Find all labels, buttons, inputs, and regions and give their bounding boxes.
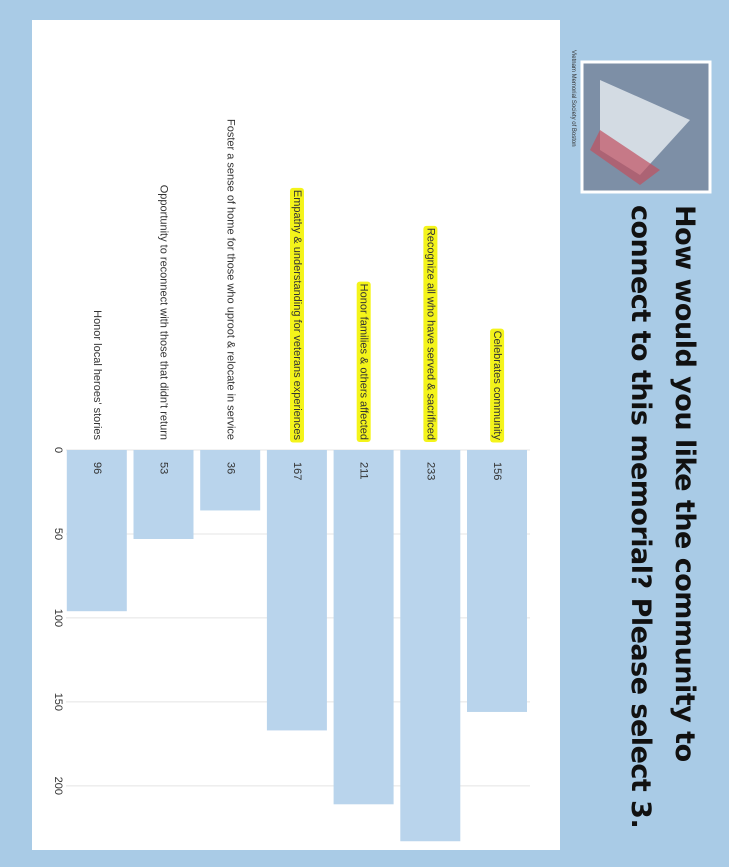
- bar: [133, 450, 194, 539]
- bar: [200, 450, 261, 511]
- category-label: Honor local heroes' stories: [91, 310, 103, 440]
- category-label: Honor families & others affected: [358, 284, 370, 440]
- category-label: Celebrates community: [491, 331, 503, 441]
- x-tick-label: 50: [52, 528, 64, 540]
- category-label-group: Honor families & others affected: [356, 281, 371, 443]
- bar: [266, 450, 327, 731]
- bar: [66, 450, 127, 612]
- category-label-group: Empathy & understanding for veterans exp…: [289, 187, 304, 443]
- x-tick-label: 100: [52, 609, 64, 627]
- bar: [333, 450, 394, 805]
- category-label-group: Recognize all who have served & sacrific…: [423, 225, 438, 442]
- value-label: 96: [91, 462, 103, 474]
- category-label-group: Honor local heroes' stories: [91, 310, 103, 440]
- value-label: 53: [158, 462, 170, 474]
- x-tick-label: 0: [52, 447, 64, 453]
- value-label: 36: [224, 462, 236, 474]
- org-name: Vietnam Memorial Society of Boston: [570, 50, 576, 147]
- highlight: [289, 187, 304, 443]
- category-label-group: Celebrates community: [490, 328, 505, 443]
- category-label-group: Opportunity to reconnect with those that…: [158, 185, 170, 440]
- highlight: [423, 225, 438, 442]
- x-tick-label: 200: [52, 777, 64, 795]
- category-label: Recognize all who have served & sacrific…: [424, 228, 436, 440]
- value-label: 211: [358, 462, 370, 480]
- bar: [467, 450, 527, 712]
- value-label: 233: [424, 462, 436, 480]
- highlight: [356, 281, 371, 443]
- value-label: 156: [491, 462, 503, 480]
- category-label: Empathy & understanding for veterans exp…: [291, 190, 303, 441]
- bar: [400, 450, 461, 842]
- x-tick-label: 150: [52, 693, 64, 711]
- logo-flag: [590, 130, 660, 185]
- category-label-group: Foster a sense of home for those who upr…: [224, 119, 236, 440]
- category-label: Foster a sense of home for those who upr…: [224, 119, 236, 440]
- chart-title: How would you like the community to conn…: [625, 205, 700, 829]
- category-label: Opportunity to reconnect with those that…: [158, 185, 170, 440]
- highlight: [490, 328, 505, 443]
- value-label: 167: [291, 462, 303, 480]
